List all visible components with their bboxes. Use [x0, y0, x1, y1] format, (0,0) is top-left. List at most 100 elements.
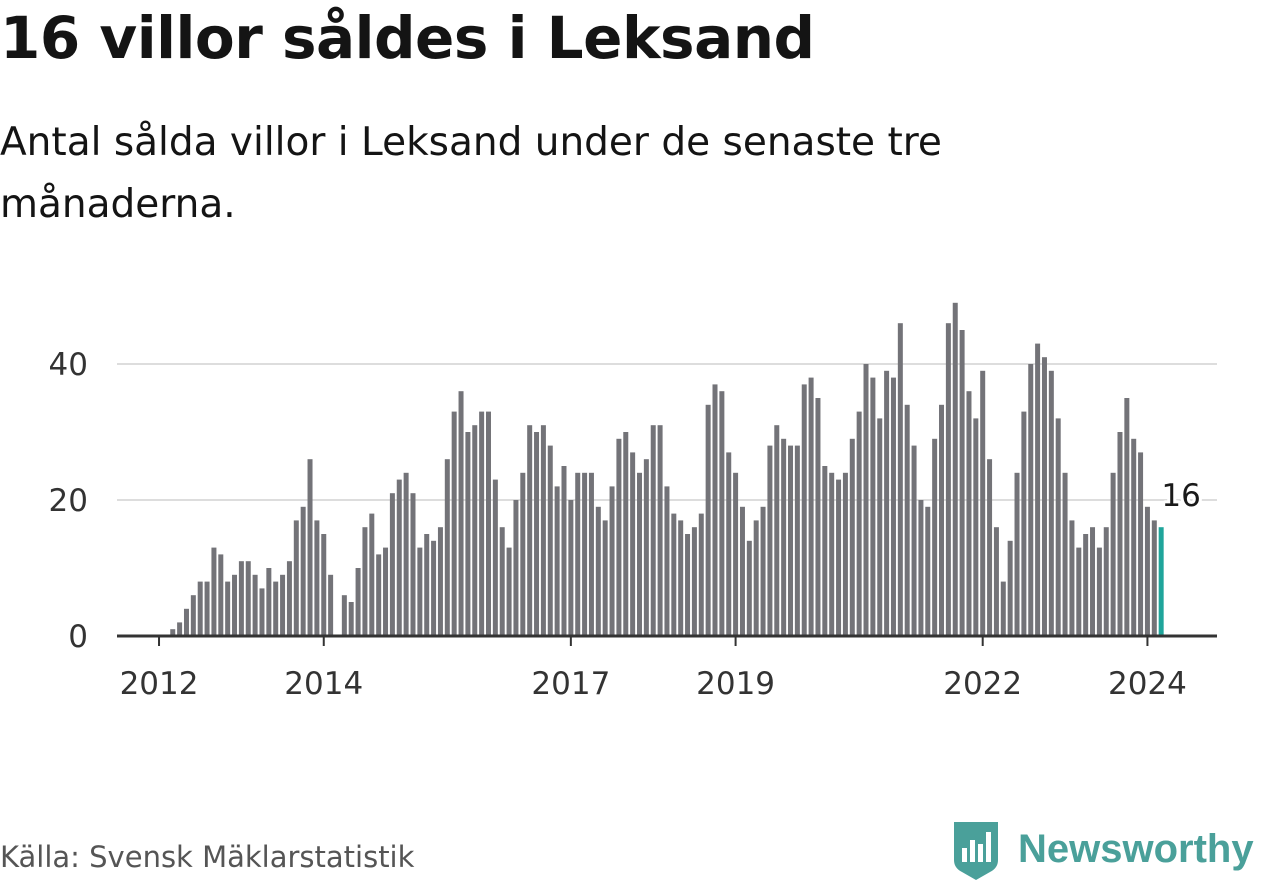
- bar: [238, 561, 244, 636]
- bar: [1124, 398, 1130, 636]
- bar: [712, 384, 718, 636]
- bar-highlight: [1158, 527, 1164, 636]
- bar: [719, 391, 725, 636]
- bar: [396, 479, 402, 636]
- bar: [534, 432, 540, 636]
- bar: [286, 561, 292, 636]
- bar: [602, 520, 608, 636]
- y-tick-label: 40: [49, 347, 88, 383]
- bar: [643, 459, 649, 636]
- x-tick-label: 2014: [284, 666, 363, 702]
- bar: [582, 472, 588, 636]
- data-labels: 16: [1158, 475, 1203, 517]
- bar: [959, 330, 965, 636]
- bar: [794, 445, 800, 636]
- bar: [1117, 432, 1123, 636]
- bar: [932, 438, 938, 636]
- bar: [897, 323, 903, 636]
- bar: [1096, 547, 1102, 636]
- bar-chart: 0 20 40 2012 2014 2017 2019 2022 2024 16: [49, 302, 1217, 702]
- bar: [1131, 438, 1137, 636]
- bar: [520, 472, 526, 636]
- bar: [1055, 418, 1061, 636]
- bar: [321, 534, 327, 636]
- bar: [877, 418, 883, 636]
- bar: [767, 445, 773, 636]
- bar: [890, 377, 896, 636]
- bar: [925, 506, 931, 636]
- bar: [774, 425, 780, 636]
- bar: [431, 540, 437, 636]
- bar: [685, 534, 691, 636]
- bar: [259, 588, 265, 636]
- bar: [1041, 357, 1047, 636]
- bar: [376, 554, 382, 636]
- bar: [705, 404, 711, 636]
- bar: [650, 425, 656, 636]
- bar: [836, 479, 842, 636]
- bar: [1028, 364, 1034, 636]
- chart-subtitle: Antal sålda villor i Leksand under de se…: [0, 120, 942, 227]
- bar: [993, 527, 999, 636]
- bar: [314, 520, 320, 636]
- bar: [904, 404, 910, 636]
- bar: [389, 493, 395, 636]
- bar: [225, 581, 231, 636]
- bar: [492, 479, 498, 636]
- bar: [945, 323, 951, 636]
- bar: [369, 513, 375, 636]
- bar: [293, 520, 299, 636]
- bar: [403, 472, 409, 636]
- bar: [595, 506, 601, 636]
- bar: [197, 581, 203, 636]
- bar: [355, 568, 361, 636]
- bar: [1000, 581, 1006, 636]
- bar: [842, 472, 848, 636]
- bar: [499, 527, 505, 636]
- bar: [273, 581, 279, 636]
- bar: [987, 459, 993, 636]
- bar: [829, 472, 835, 636]
- bar: [664, 486, 670, 636]
- bar: [307, 459, 313, 636]
- bar: [266, 568, 272, 636]
- bar: [918, 500, 924, 636]
- bar: [410, 493, 416, 636]
- bar: [760, 506, 766, 636]
- bar: [300, 506, 306, 636]
- bar: [733, 472, 739, 636]
- bar: [1014, 472, 1020, 636]
- bar: [678, 520, 684, 636]
- bar: [211, 547, 217, 636]
- bar: [753, 520, 759, 636]
- bar: [1069, 520, 1075, 636]
- bar: [801, 384, 807, 636]
- bar: [746, 540, 752, 636]
- bar: [1083, 534, 1089, 636]
- bar: [822, 466, 828, 636]
- bar: [437, 527, 443, 636]
- brand-logo[interactable]: Newsworthy: [950, 818, 1254, 880]
- bar: [698, 513, 704, 636]
- bar: [966, 391, 972, 636]
- x-tick-label: 2022: [943, 666, 1022, 702]
- bar: [856, 411, 862, 636]
- bar: [952, 302, 958, 636]
- x-tick-label: 2012: [120, 666, 199, 702]
- bar: [671, 513, 677, 636]
- bar: [1021, 411, 1027, 636]
- bar: [561, 466, 567, 636]
- bar: [939, 404, 945, 636]
- bar: [1138, 452, 1144, 636]
- bar: [472, 425, 478, 636]
- bar: [568, 500, 574, 636]
- bar: [232, 574, 238, 636]
- x-tick-label: 2017: [531, 666, 610, 702]
- bars: [170, 302, 1164, 636]
- bar: [1062, 472, 1068, 636]
- bar: [657, 425, 663, 636]
- bar: [444, 459, 450, 636]
- bar: [1035, 343, 1041, 636]
- bar: [485, 411, 491, 636]
- bar: [911, 445, 917, 636]
